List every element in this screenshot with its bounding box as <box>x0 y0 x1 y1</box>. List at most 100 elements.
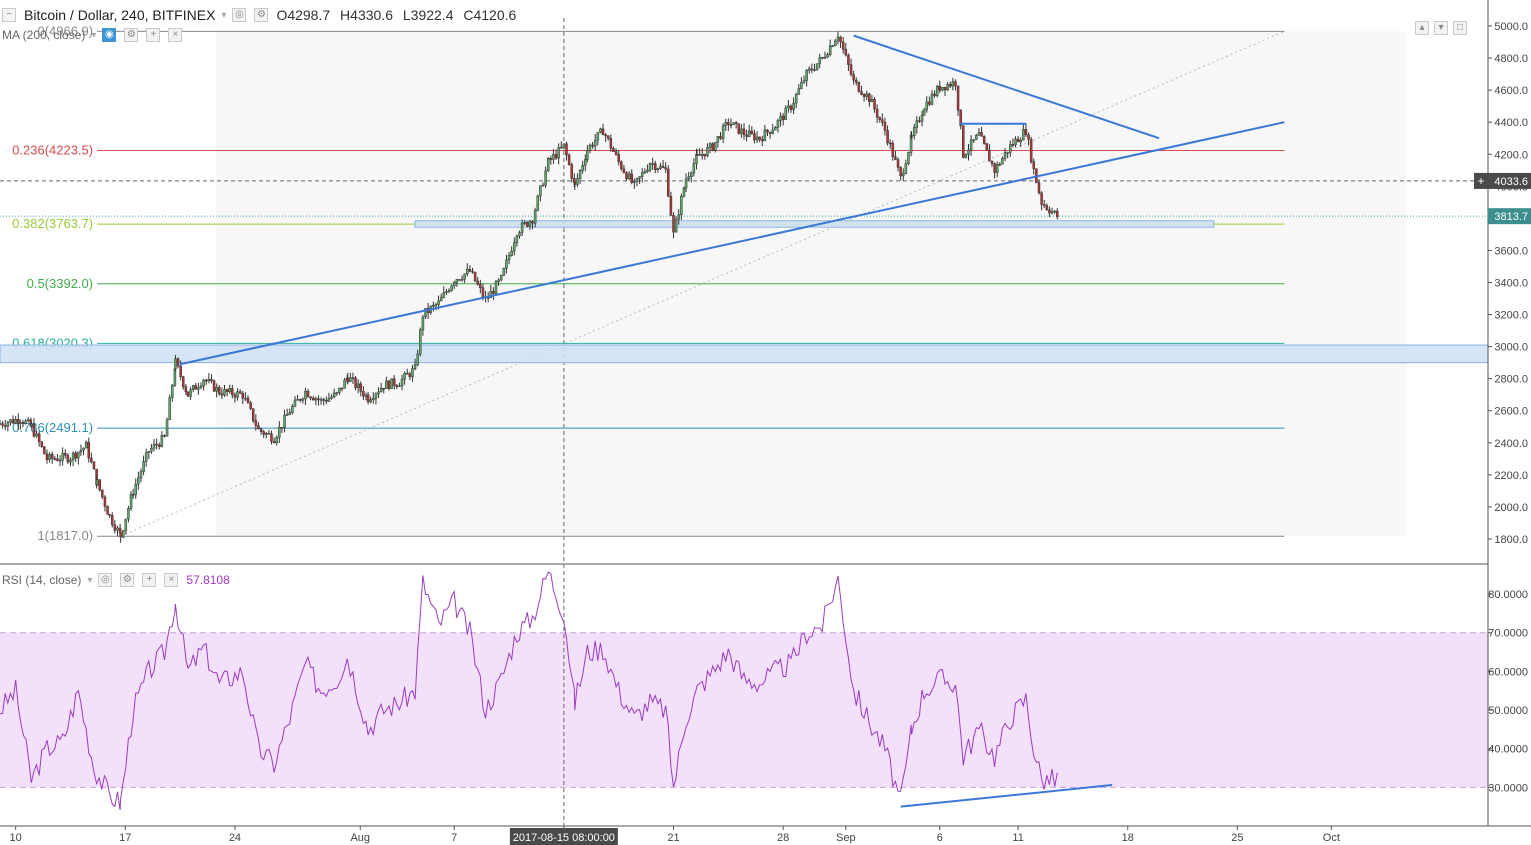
candle-body <box>729 124 733 126</box>
x-tick-label: 24 <box>229 832 241 844</box>
candle-body <box>910 135 913 137</box>
eye-icon[interactable]: ◎ <box>232 8 247 22</box>
candle-body <box>1001 158 1004 165</box>
candle-body <box>761 139 764 142</box>
candle-body <box>883 121 887 131</box>
open-value: O4298.7 <box>276 7 331 23</box>
candle-body <box>186 391 190 397</box>
candle-body <box>596 132 600 141</box>
chevron-down-icon[interactable]: ▾ <box>91 29 97 41</box>
high-value: H4330.6 <box>340 7 393 23</box>
candle-body <box>1053 210 1056 213</box>
candle-body <box>251 408 255 421</box>
candle-body <box>387 380 391 389</box>
add-icon[interactable]: + <box>146 28 161 42</box>
candle-body <box>808 68 811 71</box>
candle-body <box>938 85 942 91</box>
x-tick-label: Sep <box>836 832 856 844</box>
candle-body <box>544 170 547 186</box>
candle-body <box>847 54 850 65</box>
ma-label[interactable]: MA (200, close) <box>2 28 86 42</box>
candle-body <box>322 399 325 401</box>
candle-body <box>607 135 610 139</box>
candle-body <box>11 419 15 424</box>
candle-body <box>719 136 722 139</box>
candle-body <box>899 167 902 177</box>
rsi-label[interactable]: RSI (14, close) <box>2 573 82 587</box>
eye-icon[interactable]: ◎ <box>98 573 113 587</box>
eye-icon[interactable]: ◉ <box>102 28 117 42</box>
candle-body <box>160 435 164 447</box>
settings-icon[interactable]: ⚙ <box>254 8 269 22</box>
candle-body <box>92 461 96 470</box>
move-up-icon[interactable]: ▴ <box>1415 21 1429 35</box>
settings-icon[interactable]: ⚙ <box>124 28 139 42</box>
candle-body <box>199 385 203 388</box>
chevron-down-icon[interactable]: ▾ <box>221 9 227 21</box>
candle-body <box>515 235 519 243</box>
candle-body <box>586 150 589 160</box>
candle-body <box>121 530 125 538</box>
candle-body <box>901 173 905 177</box>
candle-body <box>698 154 701 156</box>
candlestick-series <box>0 31 1059 543</box>
candle-body <box>1056 210 1059 218</box>
candle-body <box>379 387 383 393</box>
candle-body <box>87 441 91 459</box>
candle-body <box>695 154 699 156</box>
candle-body <box>14 419 17 424</box>
candle-body <box>157 444 161 447</box>
close-icon[interactable]: × <box>164 573 179 587</box>
maximize-icon[interactable]: □ <box>1453 21 1467 35</box>
candle-body <box>254 420 258 426</box>
move-down-icon[interactable]: ▾ <box>1434 21 1448 35</box>
fib-label: 0.786(2491.1) <box>12 420 93 435</box>
collapse-icon[interactable]: − <box>2 8 16 22</box>
candle-body <box>413 364 417 369</box>
candle-body <box>925 101 928 111</box>
candle-body <box>661 165 665 168</box>
candle-body <box>510 250 513 256</box>
candle-body <box>700 153 704 156</box>
settings-icon[interactable]: ⚙ <box>120 573 135 587</box>
candle-body <box>134 483 137 495</box>
candle-body <box>742 128 746 136</box>
candle-body <box>584 159 587 166</box>
chevron-down-icon[interactable]: ▾ <box>87 574 93 586</box>
candle-body <box>633 181 636 183</box>
candle-body <box>716 136 720 143</box>
candle-body <box>330 396 333 399</box>
symbol-title[interactable]: Bitcoin / Dollar, 240, BITFINEX <box>24 7 216 23</box>
candle-body <box>131 494 135 496</box>
candle-body <box>174 358 177 370</box>
candle-body <box>356 383 360 388</box>
candle-body <box>189 389 192 397</box>
candle-body <box>528 221 532 227</box>
candle-body <box>570 164 573 179</box>
candle-body <box>405 373 409 375</box>
candle-body <box>672 215 675 233</box>
candle-body <box>1040 192 1043 205</box>
candle-body <box>301 398 305 401</box>
candle-body <box>1042 204 1046 206</box>
candle-body <box>340 387 344 390</box>
add-icon[interactable]: + <box>142 573 157 587</box>
candle-body <box>860 91 863 95</box>
candle-body <box>351 377 355 380</box>
close-icon[interactable]: × <box>168 28 183 42</box>
candle-body <box>139 471 143 479</box>
x-tick-label: 17 <box>119 832 131 844</box>
candle-body <box>1022 129 1025 141</box>
candle-body <box>614 151 618 155</box>
candle-body <box>745 134 748 137</box>
add-alert-icon[interactable]: + <box>1477 174 1484 188</box>
candle-body <box>335 392 339 394</box>
candle-body <box>494 281 498 294</box>
candle-body <box>452 282 456 287</box>
candle-body <box>648 163 652 171</box>
candle-body <box>802 80 806 83</box>
candle-body <box>823 56 827 59</box>
crosshair-price-label: 4033.6 <box>1494 176 1528 188</box>
rsi-y-tick-label: 70.0000 <box>1488 628 1528 640</box>
